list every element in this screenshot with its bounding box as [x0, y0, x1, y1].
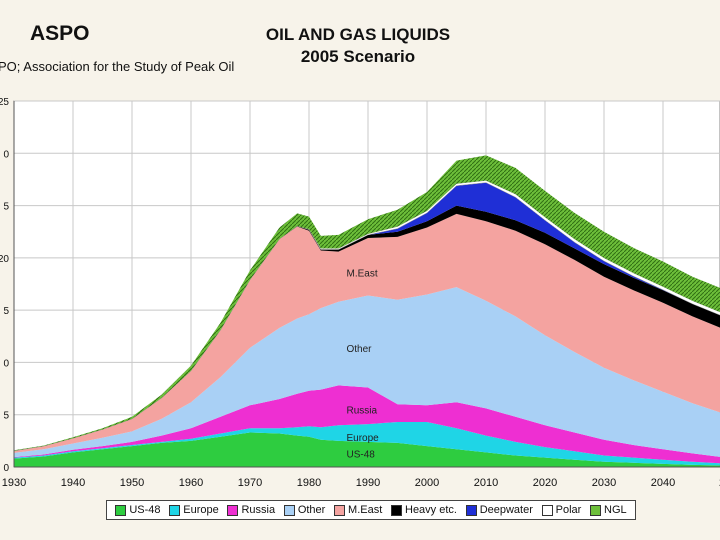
y-tick-label: 5 — [3, 202, 9, 213]
area-series-other — [14, 287, 720, 458]
legend-swatch — [334, 504, 346, 516]
legend-item: Russia — [227, 504, 275, 516]
legend-item: Europe — [169, 504, 219, 516]
y-tick-label: 0 — [3, 358, 9, 369]
annotation-label: Russia — [347, 406, 378, 417]
chart-title-line-1: OIL AND GAS LIQUIDS — [265, 25, 451, 44]
legend-swatch — [169, 504, 181, 516]
chart-title-line-2: 2005 Scenario — [300, 47, 416, 66]
x-tick-label: 1970 — [238, 477, 262, 489]
x-tick-label: 2000 — [415, 477, 439, 489]
legend-swatch — [115, 504, 127, 516]
legend-item: US-48 — [115, 504, 161, 516]
area-series-m-east — [14, 213, 720, 453]
annotation-label: M.East — [347, 269, 378, 280]
x-tick-label: 1990 — [356, 477, 380, 489]
annotation-label: US-48 — [347, 450, 376, 461]
legend-swatch — [391, 504, 402, 516]
legend-swatch — [590, 504, 602, 516]
legend-label: Other — [297, 504, 326, 516]
area-series-russia — [14, 385, 720, 464]
legend-label: Heavy etc. — [405, 504, 457, 516]
x-tick-label: 1980 — [297, 477, 321, 489]
legend-label: Polar — [555, 504, 582, 516]
x-tick-label: 1930 — [2, 477, 26, 489]
legend-label: NGL — [604, 504, 627, 516]
x-tick-label: 1940 — [61, 477, 85, 489]
chart-title: OIL AND GAS LIQUIDS 2005 Scenario — [228, 24, 488, 68]
y-tick-label: 0 — [3, 463, 9, 474]
y-tick-label: 5 — [3, 411, 9, 422]
area-series-us-48 — [14, 432, 720, 467]
x-tick-label: 2010 — [474, 477, 498, 489]
legend-label: US-48 — [129, 504, 161, 516]
legend-label: Deepwater — [479, 504, 533, 516]
legend-swatch — [465, 504, 477, 516]
legend-item: Other — [283, 504, 326, 516]
x-tick-label: 1960 — [179, 477, 203, 489]
x-tick-label: 2020 — [533, 477, 557, 489]
legend-label: Russia — [241, 504, 276, 516]
legend-item: Heavy etc. — [391, 504, 457, 516]
legend-item: Deepwater — [465, 504, 533, 516]
y-tick-label: 5 — [3, 306, 9, 317]
slide-subtitle: PO; Association for the Study of Peak Oi… — [0, 59, 235, 74]
x-tick-label: 1950 — [120, 477, 144, 489]
y-tick-label: 25 — [0, 97, 9, 108]
legend-swatch — [227, 504, 239, 516]
x-tick-label: 2030 — [592, 477, 616, 489]
x-tick-label: 2040 — [651, 477, 675, 489]
y-tick-label: 20 — [0, 254, 9, 265]
annotation-label: Other — [347, 344, 373, 355]
legend-label: Europe — [183, 504, 219, 516]
legend-swatch — [541, 504, 553, 516]
area-series-polar — [13, 180, 720, 452]
legend-swatch — [283, 504, 295, 516]
legend-item: NGL — [590, 504, 627, 516]
slide-title: ASPO — [30, 22, 90, 45]
legend-item: M.East — [334, 504, 382, 516]
annotation-label: Europe — [347, 433, 380, 444]
y-tick-label: 0 — [3, 149, 9, 160]
legend-item: Polar — [541, 504, 582, 516]
legend-label: M.East — [348, 504, 383, 516]
x-tick-label: 2 — [719, 477, 720, 489]
area-series-europe — [14, 422, 720, 466]
legend: US-48 Europe Russia Other M.East Heavy etc. De… — [106, 500, 636, 520]
